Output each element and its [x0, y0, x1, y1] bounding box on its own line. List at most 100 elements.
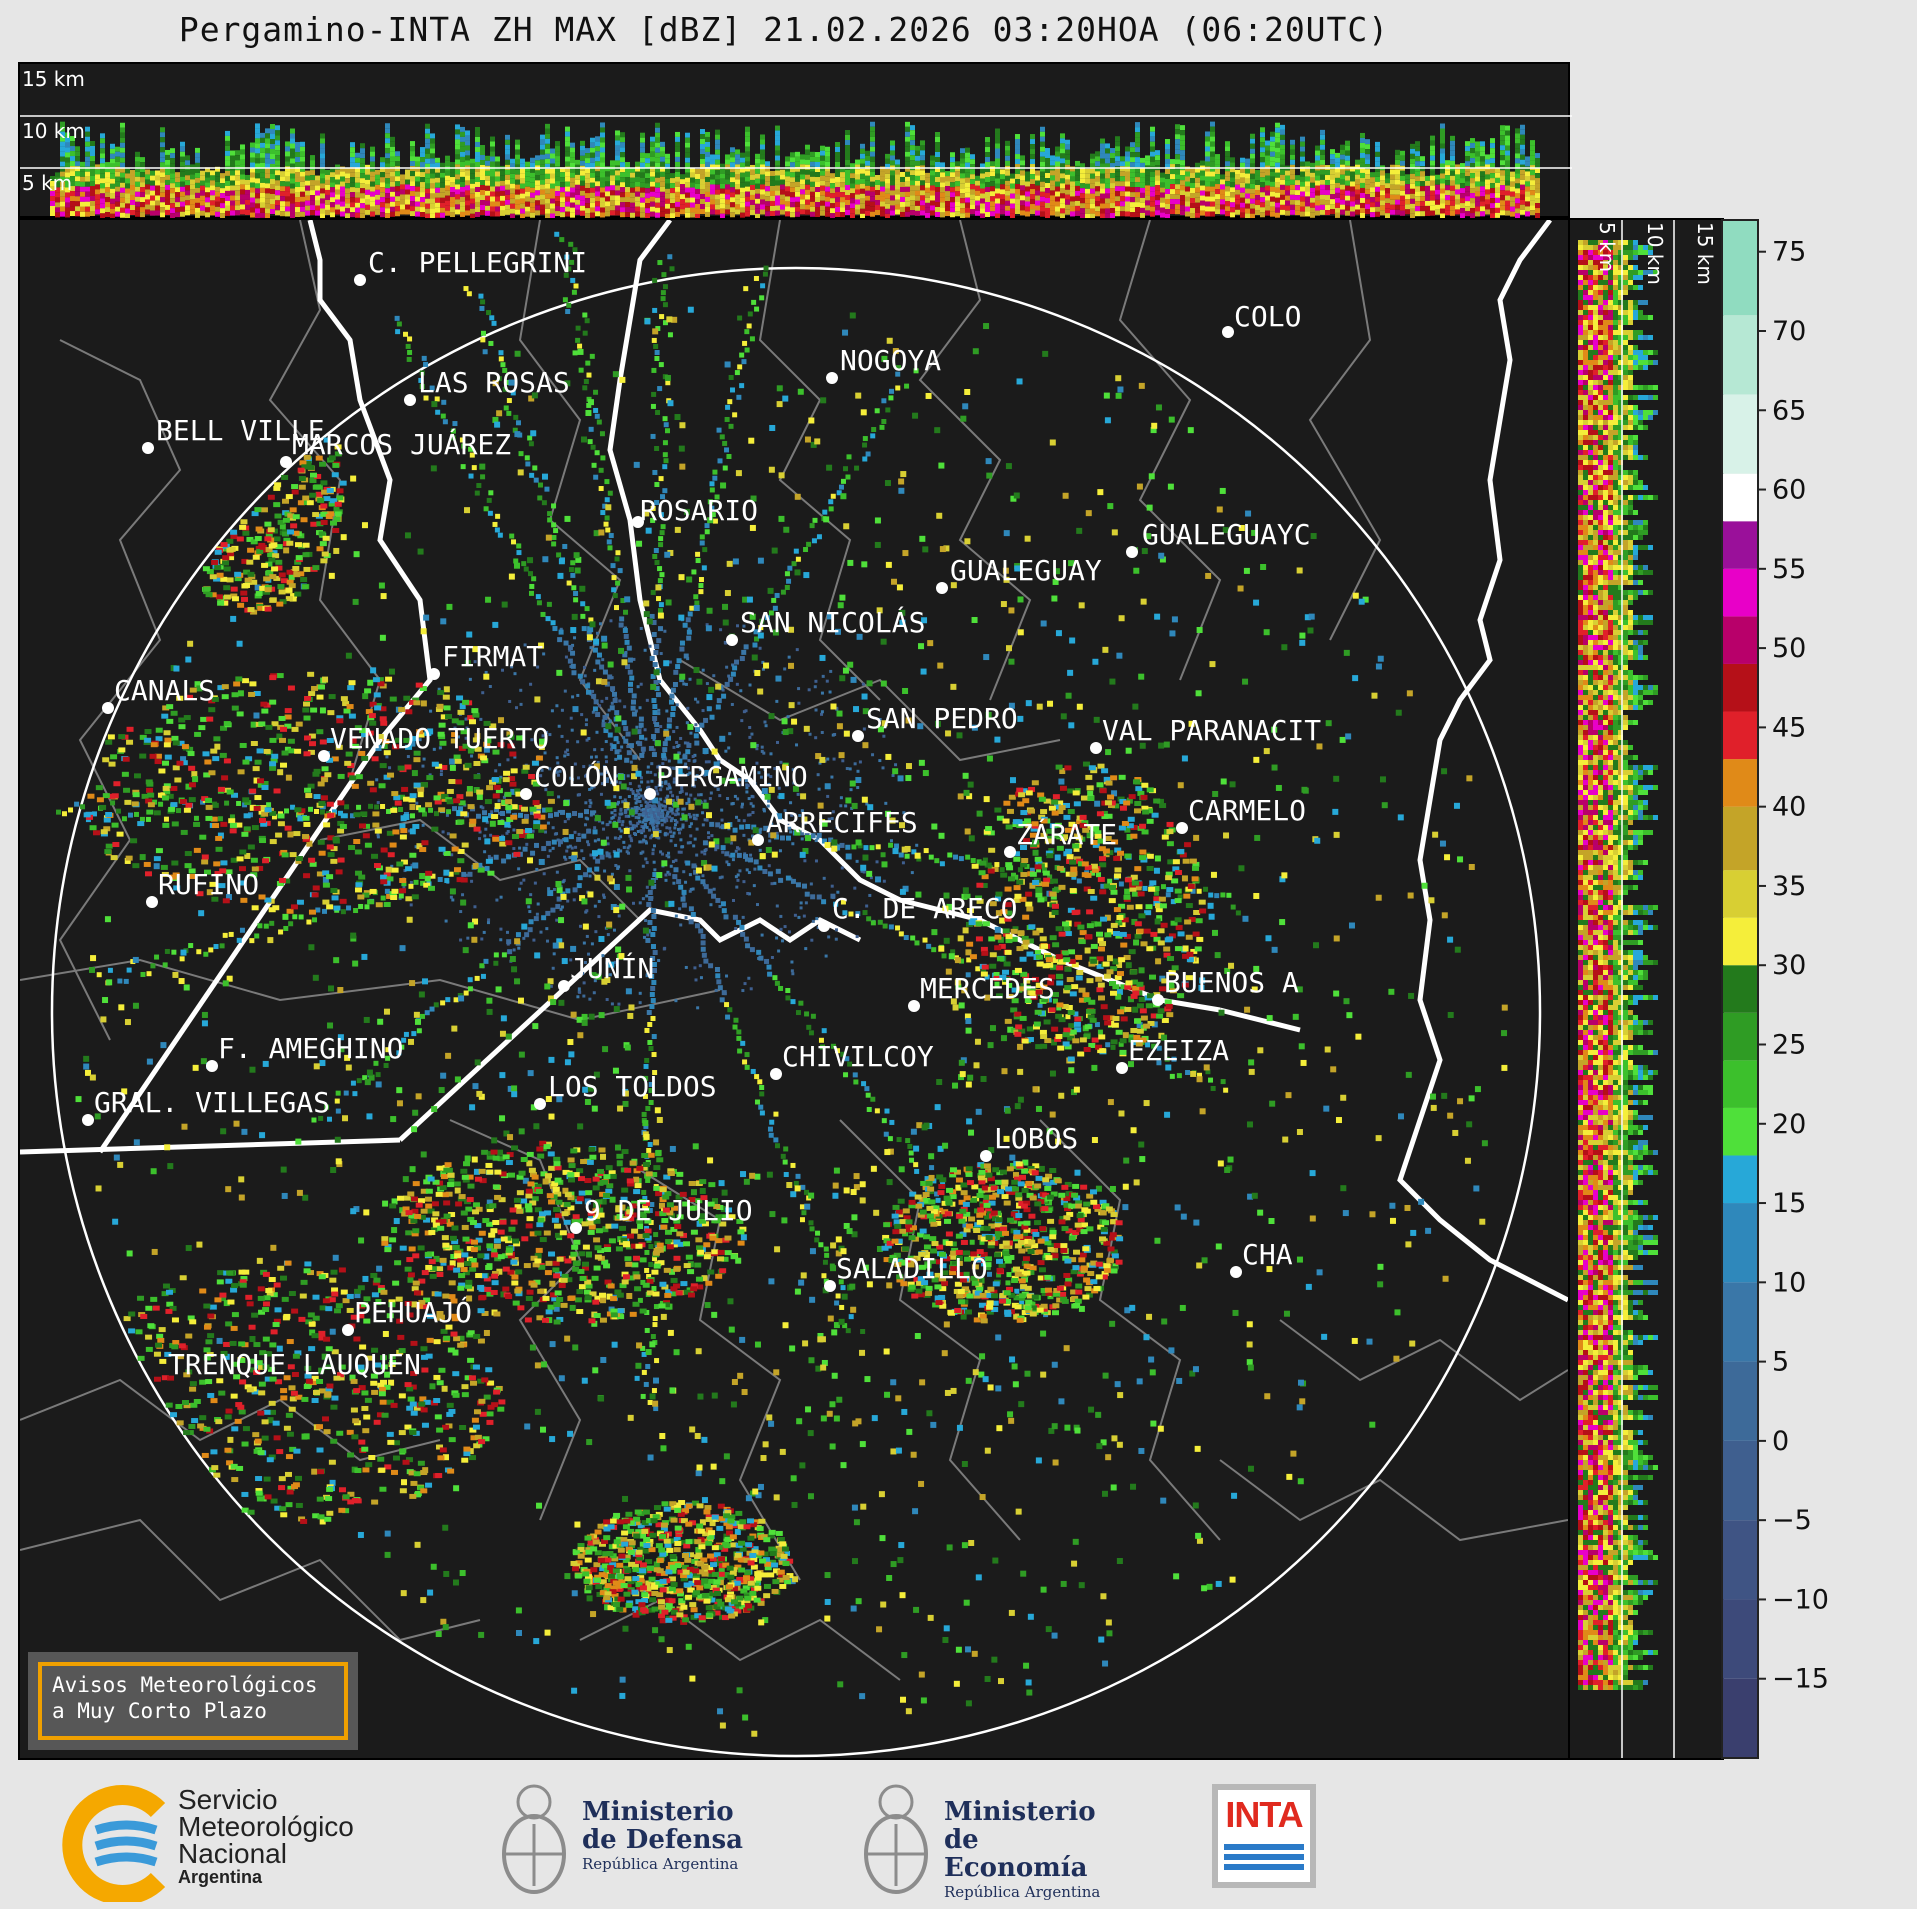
city-marker-c-pellegrini: [354, 274, 366, 286]
city-marker-bell-ville: [142, 442, 154, 454]
smn-logo: Servicio Meteorológico Nacional Argentin…: [56, 1762, 386, 1909]
city-label-rosario: ROSARIO: [640, 494, 758, 527]
colorbar-segment: [1722, 1060, 1758, 1108]
city-label-chivilcoy: CHIVILCOY: [782, 1040, 934, 1073]
city-marker-rosario: [632, 516, 644, 528]
colorbar-tick-label: 40: [1772, 792, 1806, 823]
side-cross-section-panel: 5 km 10 km 15 km: [1568, 218, 1724, 1760]
city-marker-los-toldos: [534, 1098, 546, 1110]
smn-line-2: Meteorológico: [178, 1811, 354, 1842]
city-marker-mercedes: [908, 1000, 920, 1012]
city-label-colo: COLO: [1234, 300, 1301, 333]
city-marker-gualeguay: [936, 582, 948, 594]
city-label-saladillo: SALADILLO: [836, 1252, 988, 1285]
city-label-mercedes: MERCEDES: [920, 972, 1055, 1005]
city-marker-arrecifes: [752, 834, 764, 846]
city-marker-pehuajó: [342, 1324, 354, 1336]
colorbar-segment: [1722, 220, 1758, 316]
city-label-junín: JUNÍN: [570, 951, 654, 985]
side-echo-cells: [1578, 240, 1658, 1690]
city-marker-rufino: [146, 896, 158, 908]
colorbar-segment: [1722, 1107, 1758, 1156]
city-label-c-pellegrini: C. PELLEGRINI: [368, 246, 587, 279]
notice-line-1: Avisos Meteorológicos: [52, 1673, 318, 1697]
colorbar-segment: [1722, 473, 1758, 522]
smn-line-3: Nacional: [178, 1838, 287, 1869]
city-label-gualeguayc: GUALEGUAYC: [1142, 518, 1311, 551]
city-marker-zárate: [1004, 846, 1016, 858]
colorbar-segment: [1722, 315, 1758, 395]
colorbar-segment: [1722, 1155, 1758, 1204]
colorbar-segment: [1722, 1012, 1758, 1061]
economia-line-3: República Argentina: [944, 1883, 1101, 1901]
city-label-9-de-julio: 9 DE JULIO: [584, 1194, 753, 1227]
colorbar-tick-label: 65: [1772, 395, 1806, 426]
city-marker-canals: [102, 702, 114, 714]
defensa-line-2: de Defensa: [582, 1825, 743, 1855]
smn-line-4: Argentina: [178, 1867, 263, 1887]
inta-logo-text: INTA: [1225, 1794, 1303, 1835]
city-marker-val-paranacit: [1090, 742, 1102, 754]
colorbar-tick-label: 25: [1772, 1029, 1806, 1060]
smn-line-1: Servicio: [178, 1784, 278, 1815]
colorbar-segment: [1722, 1203, 1758, 1283]
city-label-zárate: ZÁRATE: [1016, 817, 1117, 851]
top-height-label-15: 15 km: [22, 67, 85, 91]
city-marker-9-de-julio: [570, 1222, 582, 1234]
colorbar-tick-label: −5: [1772, 1505, 1812, 1536]
colorbar-segment: [1722, 806, 1758, 871]
side-height-label-10: 10 km: [1643, 222, 1667, 285]
city-label-cha: CHA: [1242, 1238, 1293, 1271]
city-label-val-paranacit: VAL PARANACIT: [1102, 714, 1321, 747]
economia-line-2: de Economía: [944, 1825, 1088, 1883]
city-marker-chivilcoy: [770, 1068, 782, 1080]
city-marker-san-nicolás: [726, 634, 738, 646]
city-label-canals: CANALS: [114, 674, 215, 707]
economia-line-1: Ministerio: [944, 1797, 1096, 1827]
city-label-pergamino: PERGAMINO: [656, 760, 808, 793]
city-label-arrecifes: ARRECIFES: [766, 806, 918, 839]
city-label-nogoya: NOGOYA: [840, 344, 941, 377]
notice-box[interactable]: Avisos Meteorológicos a Muy Corto Plazo: [28, 1652, 358, 1750]
colorbar-segment: [1722, 394, 1758, 474]
radar-map: C. PELLEGRINI LAS ROSAS NOGOYA BELL VILLEMA…: [20, 220, 1568, 1758]
colorbar-tick-label: 0: [1772, 1426, 1789, 1457]
radar-map-panel: C. PELLEGRINI LAS ROSAS NOGOYA BELL VILLE MA…: [18, 218, 1570, 1760]
defensa-logo: Ministerio de Defensa República Argentin…: [494, 1762, 764, 1909]
top-echo-cells: [50, 121, 1540, 219]
colorbar-tick-label: 75: [1772, 237, 1806, 268]
colorbar-tick-label: 45: [1772, 712, 1806, 743]
side-height-label-5: 5 km: [1595, 222, 1619, 272]
colorbar-tick-label: −10: [1772, 1584, 1829, 1615]
city-label-marcos-juárez: MARCOS JUÁREZ: [292, 427, 511, 461]
city-marker-venado-tuerto: [318, 750, 330, 762]
chart-title: Pergamino-INTA ZH MAX [dBZ] 21.02.2026 0…: [178, 10, 1390, 49]
city-label-venado-tuerto: VENADO TUERTO: [330, 722, 549, 755]
city-label-san-pedro: SAN PEDRO: [866, 702, 1018, 735]
economia-logo: Ministerio de Economía República Argenti…: [856, 1762, 1126, 1909]
inta-logo: INTA: [1210, 1762, 1320, 1909]
colorbar-tick-label: 5: [1772, 1347, 1789, 1378]
city-marker-junín: [558, 980, 570, 992]
argentina-coat-of-arms-icon: [502, 1784, 566, 1894]
range-ring: [50, 266, 1542, 1758]
colorbar-segment: [1722, 1440, 1758, 1521]
colorbar-segment: [1722, 1678, 1758, 1758]
colorbar-segment: [1722, 568, 1758, 617]
city-marker-ezeiza: [1116, 1062, 1128, 1074]
colorbar-segment: [1722, 1361, 1758, 1441]
side-height-label-15: 15 km: [1693, 222, 1717, 285]
colorbar-tick-label: 35: [1772, 871, 1806, 902]
colorbar-tick-label: 50: [1772, 633, 1806, 664]
colorbar-tick-label: 70: [1772, 316, 1806, 347]
city-marker-lobos: [980, 1150, 992, 1162]
city-marker-las-rosas: [404, 394, 416, 406]
city-label-san-nicolás: SAN NICOLÁS: [740, 605, 925, 639]
colorbar-tick-label: 30: [1772, 950, 1806, 981]
smn-emblem-icon: [62, 1785, 166, 1902]
footer-logos: Servicio Meteorológico Nacional Argentin…: [0, 1762, 1917, 1909]
radar-echoes: [55, 231, 1508, 1737]
colorbar-tick-label: 20: [1772, 1109, 1806, 1140]
defensa-line-1: Ministerio: [582, 1797, 734, 1827]
